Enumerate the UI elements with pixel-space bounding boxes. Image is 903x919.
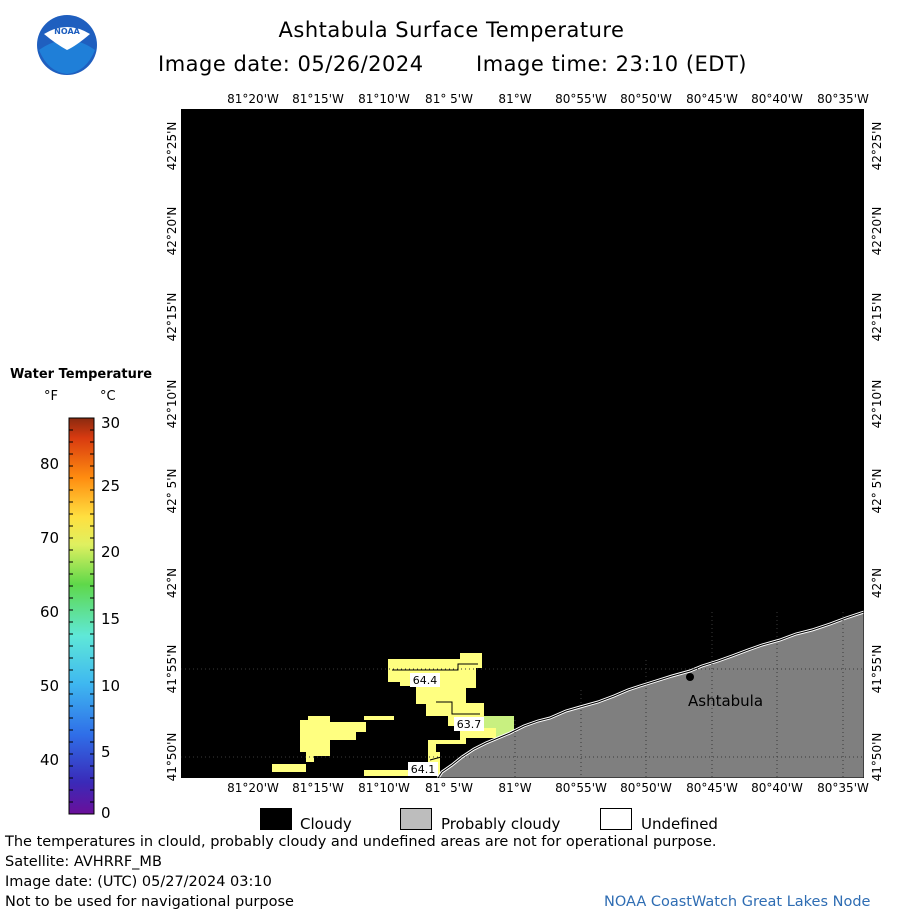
lat-label-left: 41°55'N [165, 644, 179, 694]
celsius-tick: 30 [101, 414, 121, 432]
lat-label-left: 41°50'N [165, 732, 179, 782]
lat-label-left: 42° 5'N [165, 468, 179, 514]
cloudy-swatch [260, 808, 292, 830]
fahrenheit-tick: 70 [40, 529, 60, 547]
temp-label-bg [454, 717, 484, 731]
celsius-tick: 15 [101, 610, 121, 628]
lat-label-left: 42°15'N [165, 292, 179, 342]
temperature-contours [392, 663, 480, 761]
lon-label-bottom: 81°20'W [227, 781, 279, 795]
lon-label-top: 81°10'W [358, 92, 410, 106]
temperature-map: Ashtabula 64.4 63.7 64.1 [181, 109, 864, 778]
noaa-logo: NOAA [37, 15, 97, 75]
lon-label-top: 81°20'W [227, 92, 279, 106]
celsius-tick: 25 [101, 477, 121, 495]
lon-label-top: 81° 5'W [425, 92, 473, 106]
ashtabula-label: Ashtabula [688, 692, 763, 710]
color-scale-bar [68, 417, 95, 815]
lon-label-bottom: 80°55'W [555, 781, 607, 795]
lon-label-bottom: 81°15'W [292, 781, 344, 795]
probably-cloudy-swatch [400, 808, 432, 830]
image-time: Image time: 23:10 (EDT) [476, 52, 747, 76]
lat-label-right: 41°50'N [870, 732, 884, 782]
lon-label-top: 80°50'W [620, 92, 672, 106]
lat-label-left: 42°N [165, 567, 179, 599]
fahrenheit-tick: 80 [40, 455, 60, 473]
lon-label-bottom: 81°W [498, 781, 532, 795]
lat-label-right: 42°N [870, 567, 884, 599]
legend-title: Water Temperature [10, 367, 153, 382]
temp-label: 63.7 [457, 718, 482, 731]
lat-label-left: 42°10'N [165, 379, 179, 429]
lon-label-top: 80°55'W [555, 92, 607, 106]
lat-label-right: 41°55'N [870, 644, 884, 694]
probably-cloudy-area [438, 612, 864, 778]
coastline-inner [437, 611, 864, 778]
lon-label-bottom: 80°40'W [751, 781, 803, 795]
unit-celsius: °C [100, 389, 116, 404]
unit-fahrenheit: °F [44, 389, 58, 404]
lat-label-right: 42° 5'N [870, 468, 884, 514]
celsius-tick: 0 [101, 804, 111, 822]
lon-label-top: 81°W [498, 92, 532, 106]
utc-date-text: Image date: (UTC) 05/27/2024 03:10 [5, 874, 272, 890]
lat-label-right: 42°20'N [870, 206, 884, 256]
navigation-warning: Not to be used for navigational purpose [5, 894, 294, 910]
satellite-text: Satellite: AVHRRF_MB [5, 854, 162, 870]
graticule [181, 612, 864, 778]
lon-label-bottom: 80°45'W [686, 781, 738, 795]
temp-label-bg [408, 762, 438, 776]
lon-label-top: 80°45'W [686, 92, 738, 106]
fahrenheit-tick: 60 [40, 603, 60, 621]
lon-label-bottom: 80°35'W [817, 781, 869, 795]
lat-label-right: 42°15'N [870, 292, 884, 342]
temp-label: 64.1 [411, 763, 436, 776]
ashtabula-marker [686, 673, 694, 681]
credit-text: NOAA CoastWatch Great Lakes Node [604, 894, 871, 910]
lon-label-top: 80°40'W [751, 92, 803, 106]
lon-label-top: 81°15'W [292, 92, 344, 106]
celsius-tick: 10 [101, 677, 121, 695]
celsius-tick: 5 [101, 743, 111, 761]
undefined-label: Undefined [641, 815, 718, 833]
lon-label-bottom: 81° 5'W [425, 781, 473, 795]
page-title: Ashtabula Surface Temperature [278, 18, 625, 42]
lat-label-left: 42°25'N [165, 121, 179, 171]
disclaimer-text: The temperatures in clould, probably clo… [5, 834, 717, 850]
lon-label-bottom: 80°50'W [620, 781, 672, 795]
temp-label-bg [410, 673, 440, 687]
fahrenheit-tick: 50 [40, 677, 60, 695]
temp-label: 64.4 [413, 674, 438, 687]
logo-text: NOAA [54, 27, 80, 36]
probably-cloudy-label: Probably cloudy [441, 815, 561, 833]
cloudy-label: Cloudy [300, 815, 352, 833]
fahrenheit-tick: 40 [40, 751, 60, 769]
lon-label-bottom: 81°10'W [358, 781, 410, 795]
lat-label-right: 42°10'N [870, 379, 884, 429]
lat-label-left: 42°20'N [165, 206, 179, 256]
image-date: Image date: 05/26/2024 [158, 52, 424, 76]
lat-label-right: 42°25'N [870, 121, 884, 171]
undefined-swatch [600, 808, 632, 830]
lon-label-top: 80°35'W [817, 92, 869, 106]
celsius-tick: 20 [101, 543, 121, 561]
